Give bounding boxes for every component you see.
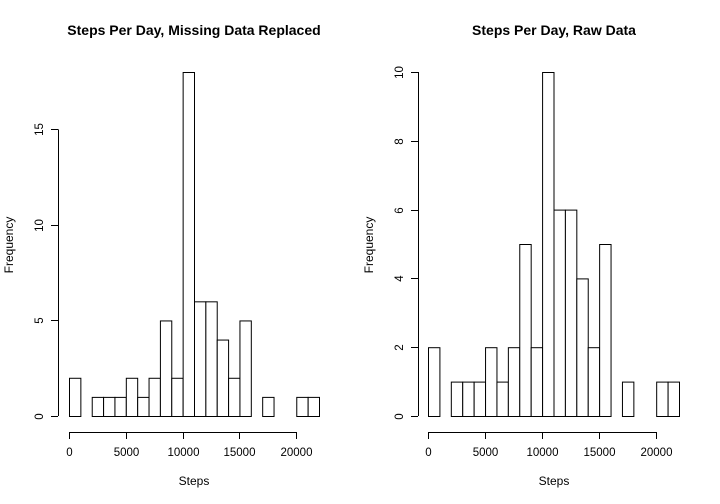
histogram-bar	[228, 377, 241, 417]
histogram-bar	[296, 396, 309, 418]
histogram-bar	[496, 381, 509, 418]
chart-title: Steps Per Day, Missing Data Replaced	[67, 22, 320, 38]
x-tick-label: 10000	[527, 447, 559, 459]
x-tick-label: 0	[425, 447, 431, 459]
histogram-bar	[103, 396, 116, 418]
histogram-bar	[553, 209, 566, 417]
x-tick-label: 20000	[641, 447, 673, 459]
histogram-bar	[542, 72, 555, 417]
y-axis: 0 2 4 6 8 10	[394, 66, 419, 420]
x-tick-label: 15000	[584, 447, 616, 459]
x-tick-label: 20000	[281, 447, 313, 459]
histogram-bar	[137, 396, 150, 418]
histogram-bar	[428, 347, 441, 418]
histogram-bar	[114, 396, 127, 418]
bars	[428, 72, 681, 418]
y-axis: 0 5 10 15	[34, 123, 59, 420]
x-axis-label: Steps	[179, 474, 210, 488]
y-tick-label: 0	[34, 413, 46, 419]
x-tick-label: 5000	[473, 447, 499, 459]
y-tick-label: 2	[394, 344, 406, 350]
y-axis-label: Frequency	[2, 217, 16, 274]
y-tick-label: 4	[394, 275, 406, 282]
histogram-bar	[599, 244, 612, 417]
histogram-bar	[462, 381, 475, 418]
histogram-bar	[530, 347, 544, 418]
histogram-bar	[473, 381, 487, 418]
x-tick-label: 5000	[114, 447, 140, 459]
histogram-bar	[205, 301, 218, 417]
histogram-bar	[576, 278, 589, 417]
histogram-bar	[564, 209, 578, 417]
y-axis-label: Frequency	[362, 217, 376, 274]
x-tick-label: 15000	[224, 447, 256, 459]
histogram-bar	[182, 72, 195, 417]
x-axis: 0 5000 10000 15000 20000	[425, 432, 672, 459]
histogram-bar	[239, 320, 252, 417]
histogram-bar	[485, 347, 498, 418]
histogram-bar	[667, 381, 681, 418]
histogram-bar	[148, 377, 161, 417]
y-tick-label: 0	[394, 413, 406, 419]
histogram-bar	[159, 320, 173, 417]
bars	[69, 72, 321, 418]
histogram-bar	[621, 381, 635, 418]
y-tick-label: 5	[34, 317, 46, 323]
histogram-bar	[171, 377, 184, 417]
x-axis: 0 5000 10000 15000 20000	[66, 432, 312, 459]
histogram-panel-raw: Steps Per Day, Raw Data Steps Frequency …	[362, 22, 681, 488]
histogram-bar	[194, 301, 207, 417]
histogram-bar	[507, 347, 521, 418]
y-tick-label: 8	[394, 138, 406, 144]
histogram-bar	[656, 381, 669, 418]
y-tick-label: 15	[34, 123, 46, 136]
histogram-bar	[587, 347, 601, 418]
histogram-bar	[262, 396, 275, 418]
x-axis-label: Steps	[539, 474, 570, 488]
histogram-panel-imputed: Steps Per Day, Missing Data Replaced Ste…	[2, 22, 321, 488]
x-tick-label: 10000	[168, 447, 200, 459]
histogram-bar	[519, 244, 532, 417]
y-tick-label: 6	[394, 207, 406, 213]
histogram-bar	[91, 396, 105, 418]
chart-title: Steps Per Day, Raw Data	[472, 22, 636, 38]
histogram-bar	[125, 377, 139, 417]
histogram-bar	[216, 339, 230, 417]
y-tick-label: 10	[34, 219, 46, 232]
x-tick-label: 0	[66, 447, 72, 459]
y-tick-label: 10	[394, 66, 406, 79]
histogram-bar	[307, 396, 321, 418]
histogram-bar	[69, 377, 82, 417]
histogram-bar	[450, 381, 464, 418]
